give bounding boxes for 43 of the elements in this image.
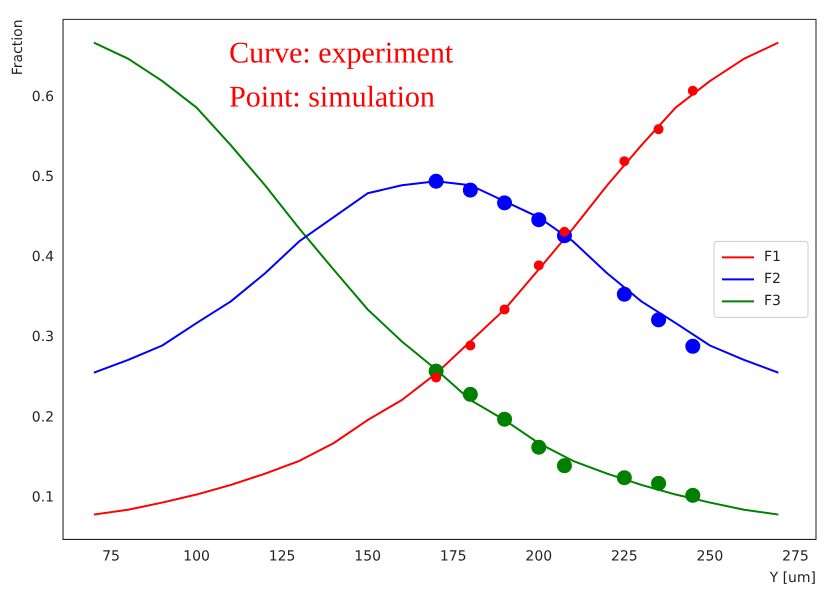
annotation: Point: simulation	[229, 80, 435, 114]
point	[685, 488, 700, 503]
x-tick-label: 175	[440, 548, 467, 564]
x-tick-label: 150	[354, 548, 382, 564]
point	[534, 260, 544, 270]
point	[616, 286, 632, 302]
y-tick-label: 0.4	[32, 249, 54, 266]
point	[431, 372, 442, 383]
x-tick-label: 250	[696, 548, 724, 564]
point	[685, 338, 700, 354]
point	[462, 182, 478, 198]
point	[500, 304, 510, 314]
point	[654, 124, 664, 134]
x-axis-title: Y [um]	[768, 570, 816, 586]
x-tick-label: 275	[782, 548, 809, 564]
point	[497, 195, 512, 210]
x-tick-label: 100	[183, 548, 210, 564]
legend-label: F2	[764, 271, 781, 288]
point	[462, 386, 478, 402]
legend-label: F1	[764, 249, 781, 266]
point	[556, 458, 572, 474]
annotation: Curve: experiment	[229, 36, 454, 70]
point	[616, 470, 632, 486]
y-axis-title: Fraction	[10, 19, 26, 76]
point	[531, 212, 546, 228]
x-tick-label: 75	[102, 548, 120, 564]
y-tick-label: 0.6	[32, 88, 54, 105]
point	[651, 476, 666, 491]
y-tick-label: 0.5	[32, 168, 54, 185]
x-tick-label: 200	[525, 548, 552, 564]
point	[428, 174, 444, 189]
point	[497, 412, 512, 427]
legend-label: F3	[764, 293, 781, 310]
y-tick-label: 0.3	[32, 329, 54, 346]
point	[531, 440, 546, 455]
x-tick-label: 125	[268, 548, 296, 564]
point	[688, 86, 698, 96]
y-tick-label: 0.2	[32, 409, 54, 426]
point	[619, 156, 630, 166]
x-tick-label: 225	[610, 548, 638, 564]
y-tick-label: 0.1	[32, 489, 54, 506]
point	[651, 312, 666, 328]
point	[465, 340, 476, 350]
